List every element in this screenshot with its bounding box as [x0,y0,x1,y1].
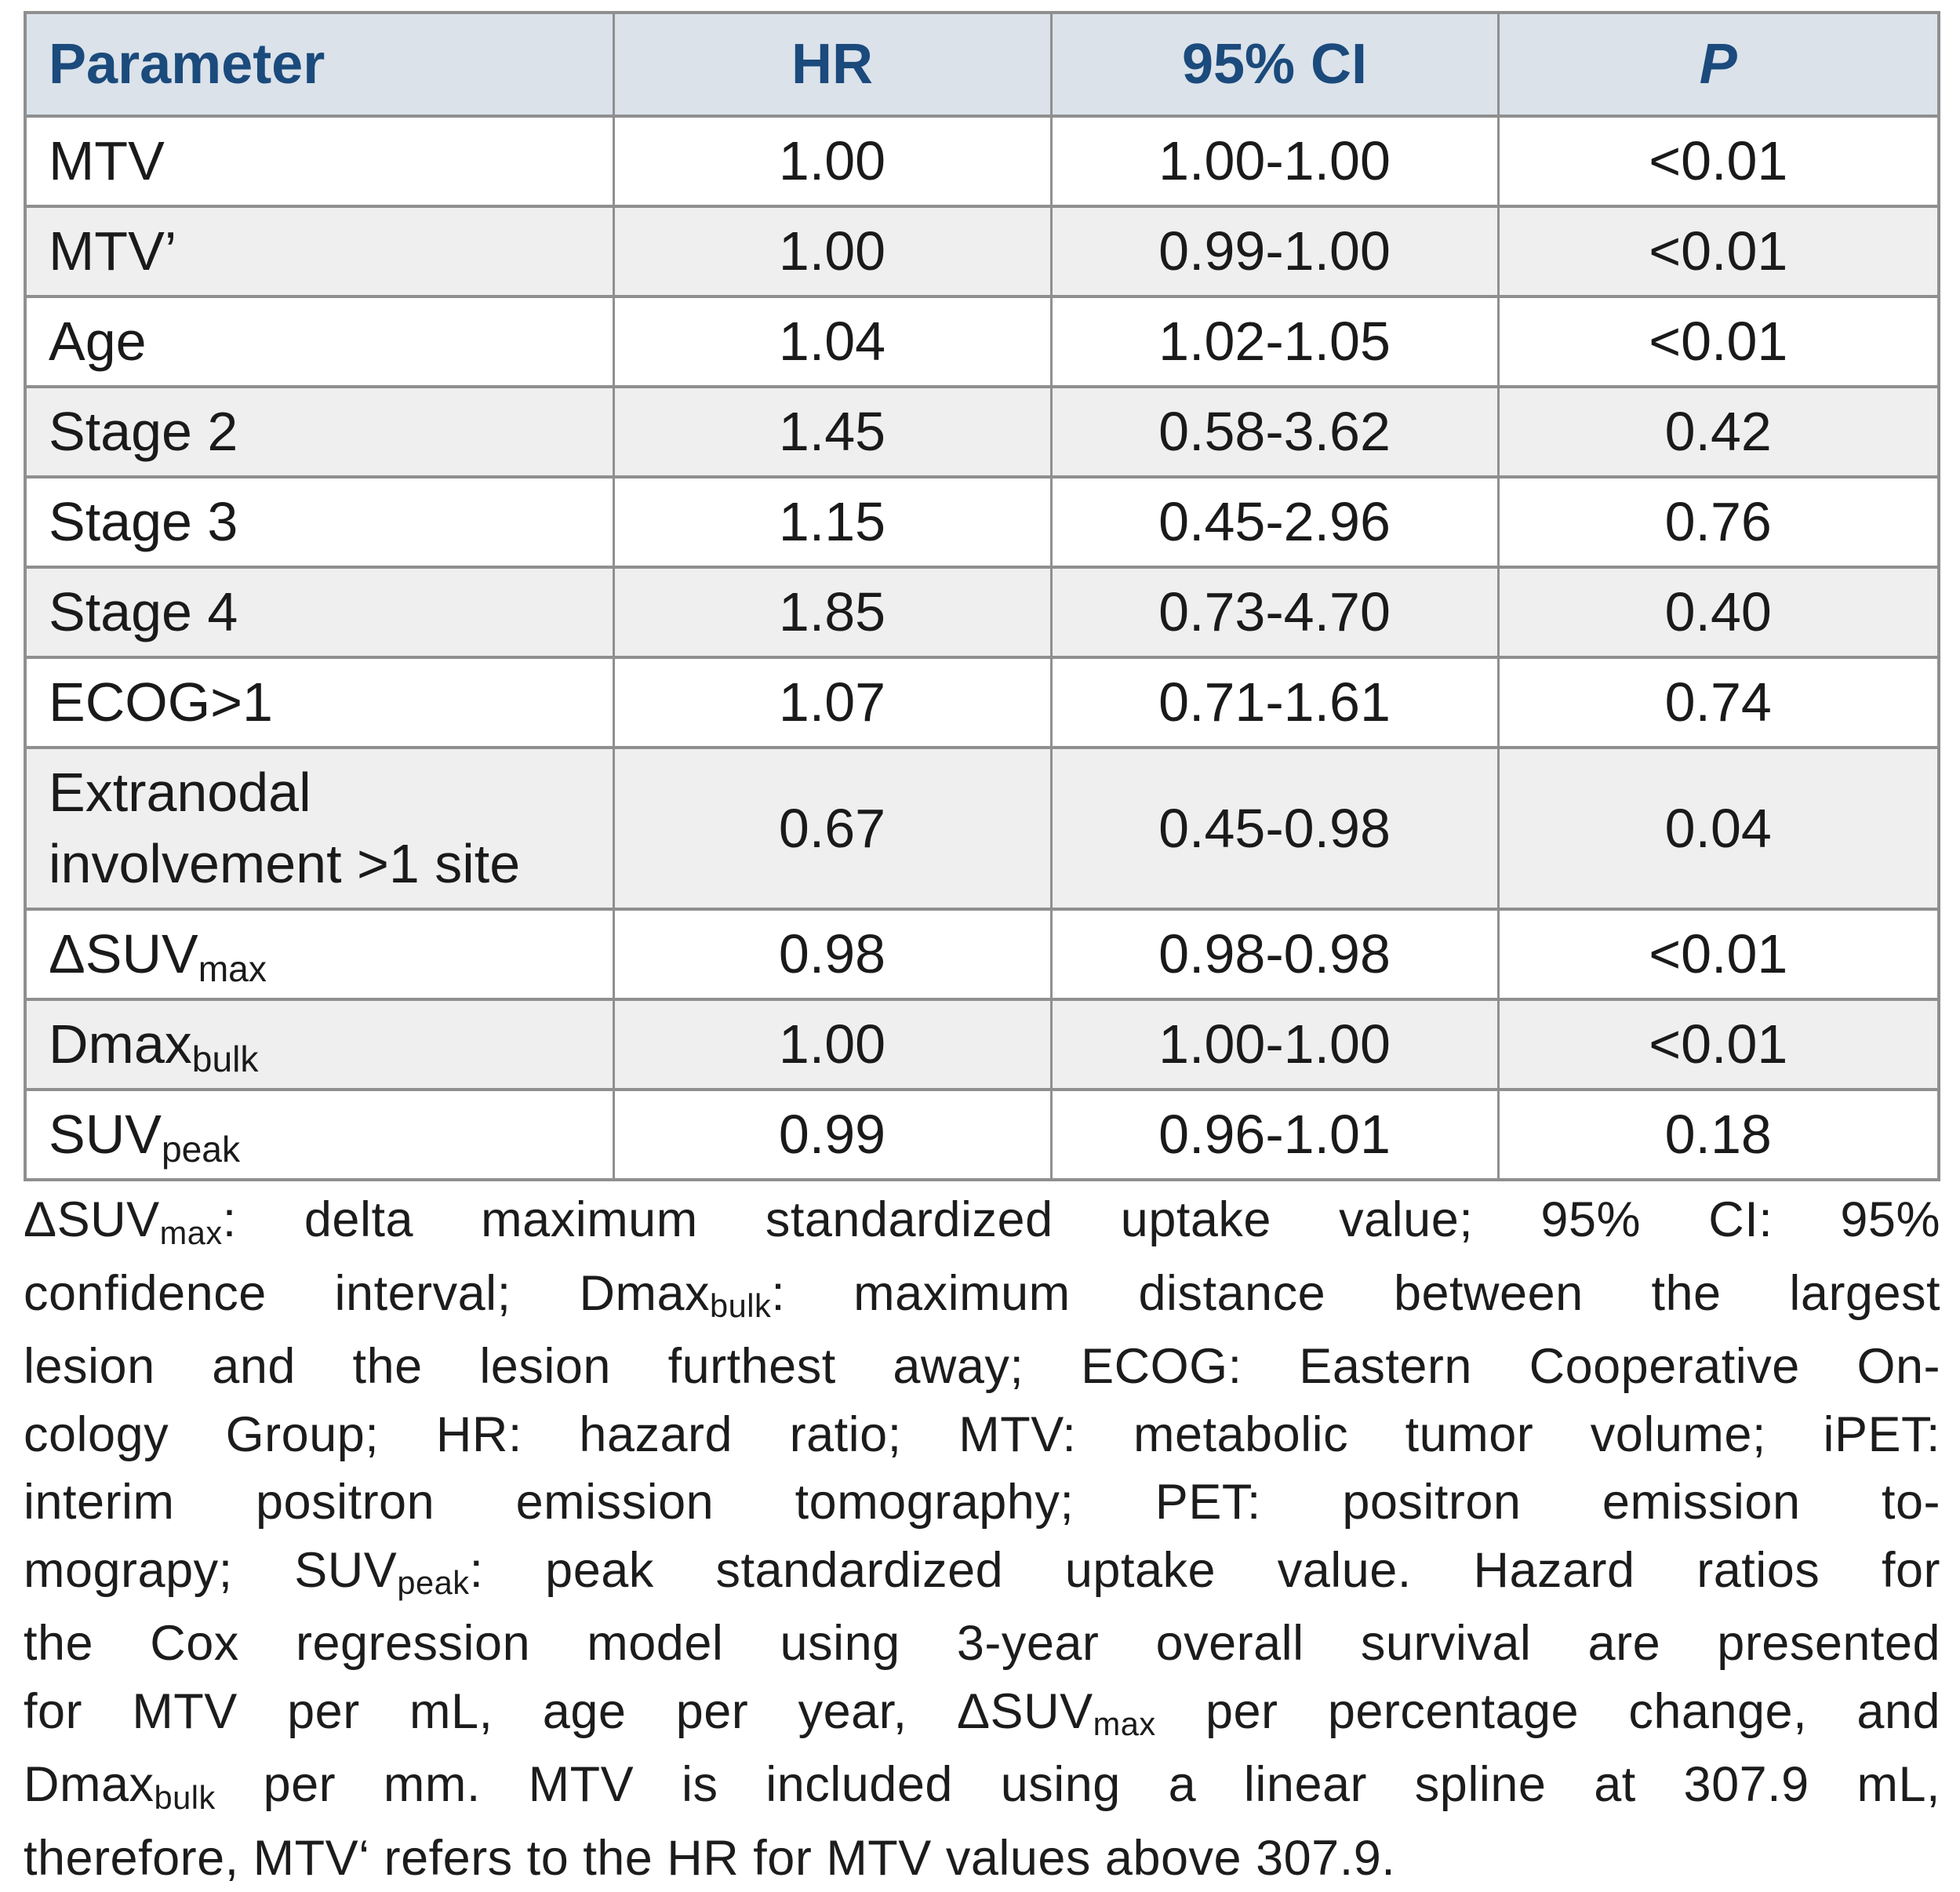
column-header-p: P [1498,13,1939,116]
hr-cell: 1.45 [613,387,1051,477]
p-cell: 0.18 [1498,1090,1939,1180]
footnote-line: lesion and the lesion furthest away; ECO… [24,1333,1940,1401]
footnote-line: the Cox regression model using 3-year ov… [24,1610,1940,1678]
parameter-cell: ΔSUVmax [25,909,613,999]
parameter-cell: Stage 2 [25,387,613,477]
p-cell: 0.76 [1498,477,1939,567]
p-cell: <0.01 [1498,909,1939,999]
parameter-cell: Stage 4 [25,567,613,657]
hr-cell: 1.00 [613,206,1051,297]
hr-cell: 1.85 [613,567,1051,657]
ci-cell: 0.45-2.96 [1051,477,1498,567]
subscript-text: bulk [192,1039,259,1079]
footnote-line: ΔSUVmax: delta maximum standardized upta… [24,1186,1940,1260]
column-header-parameter: Parameter [25,13,613,116]
p-cell: <0.01 [1498,297,1939,387]
hr-cell: 1.15 [613,477,1051,567]
ci-cell: 0.96-1.01 [1051,1090,1498,1180]
subscript-text: bulk [155,1779,216,1816]
ci-cell: 0.98-0.98 [1051,909,1498,999]
ci-cell: 1.00-1.00 [1051,999,1498,1090]
ci-cell: 0.71-1.61 [1051,657,1498,748]
hr-cell: 0.98 [613,909,1051,999]
footnote-line: Dmaxbulk per mm. MTV is included using a… [24,1751,1940,1825]
parameter-cell: Age [25,297,613,387]
ci-cell: 1.00-1.00 [1051,116,1498,206]
subscript-text: peak [162,1129,240,1170]
hr-cell: 0.67 [613,748,1051,909]
hr-cell: 0.99 [613,1090,1051,1180]
p-cell: 0.42 [1498,387,1939,477]
parameter-cell: Stage 3 [25,477,613,567]
p-cell: <0.01 [1498,206,1939,297]
p-cell: 0.04 [1498,748,1939,909]
table-footnote: ΔSUVmax: delta maximum standardized upta… [24,1186,1940,1892]
hr-cell: 1.04 [613,297,1051,387]
ci-cell: 0.99-1.00 [1051,206,1498,297]
parameter-cell: MTV’ [25,206,613,297]
ci-cell: 0.58-3.62 [1051,387,1498,477]
hr-cell: 1.00 [613,116,1051,206]
parameter-cell: Extranodal involvement >1 site [25,748,613,909]
footnote-line: cology Group; HR: hazard ratio; MTV: met… [24,1401,1940,1469]
hr-cell: 1.07 [613,657,1051,748]
subscript-text: max [198,948,267,989]
p-cell: 0.74 [1498,657,1939,748]
p-cell: 0.40 [1498,567,1939,657]
ci-cell: 1.02-1.05 [1051,297,1498,387]
parameter-cell: MTV [25,116,613,206]
subscript-text: bulk [710,1287,771,1324]
subscript-text: peak [397,1564,469,1601]
column-header-95-ci: 95% CI [1051,13,1498,116]
subscript-text: max [1093,1705,1156,1742]
footnote-line: confidence interval; Dmaxbulk: maximum d… [24,1260,1940,1333]
column-header-hr: HR [613,13,1051,116]
parameter-cell: SUVpeak [25,1090,613,1180]
parameter-cell: ECOG>1 [25,657,613,748]
footnote-line: mograpy; SUVpeak: peak standardized upta… [24,1537,1940,1610]
footnote-line: interim positron emission tomography; PE… [24,1468,1940,1537]
p-cell: <0.01 [1498,116,1939,206]
ci-cell: 0.45-0.98 [1051,748,1498,909]
footnote-line: therefore, MTV‘ refers to the HR for MTV… [24,1825,1940,1892]
footnote-line: for MTV per mL, age per year, ΔSUVmax pe… [24,1678,1940,1752]
ci-cell: 0.73-4.70 [1051,567,1498,657]
p-cell: <0.01 [1498,999,1939,1090]
parameter-cell: Dmaxbulk [25,999,613,1090]
hr-cell: 1.00 [613,999,1051,1090]
subscript-text: max [160,1214,223,1251]
